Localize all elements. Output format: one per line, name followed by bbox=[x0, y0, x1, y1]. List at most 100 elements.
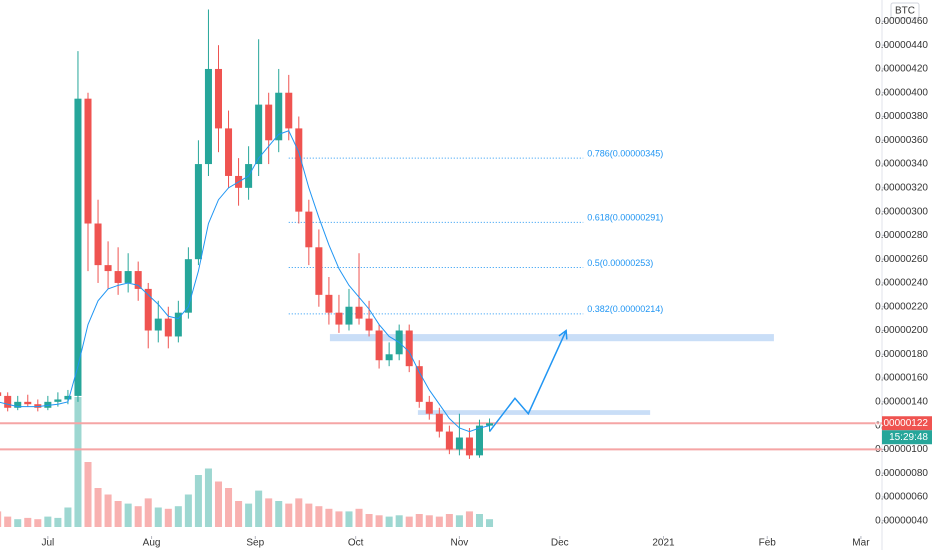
volume-bar bbox=[375, 515, 383, 527]
fib-label: 0.382(0.00000214) bbox=[587, 304, 663, 314]
candle-body bbox=[54, 399, 62, 402]
candle-body bbox=[64, 395, 72, 400]
y-tick-label: 0.00000140 bbox=[875, 396, 928, 407]
y-tick-label: 0.00000460 bbox=[875, 16, 928, 27]
candle-body bbox=[74, 98, 82, 396]
volume-bar bbox=[194, 475, 202, 527]
volume-bar bbox=[84, 462, 92, 527]
candle-body bbox=[295, 128, 303, 212]
currency-label: BTC bbox=[895, 6, 915, 17]
volume-bar bbox=[305, 503, 313, 527]
volume-bar bbox=[325, 508, 333, 527]
candle-body bbox=[0, 392, 2, 396]
y-tick-label: 0.00000380 bbox=[875, 111, 928, 122]
volume-bar bbox=[4, 516, 12, 527]
volume-bar bbox=[104, 494, 112, 527]
x-tick-label: Oct bbox=[348, 538, 364, 549]
candle-body bbox=[94, 223, 102, 266]
y-tick-label: 0.00000360 bbox=[875, 135, 928, 146]
candle-body bbox=[14, 401, 22, 408]
candle-body bbox=[465, 437, 473, 456]
volume-bar bbox=[44, 516, 52, 527]
moving-average bbox=[0, 130, 490, 433]
y-tick-label: 0.00000300 bbox=[875, 206, 928, 217]
projection-path bbox=[488, 330, 567, 433]
volume-bar bbox=[255, 490, 263, 527]
volume-bar bbox=[465, 511, 473, 527]
candle-body bbox=[415, 366, 423, 402]
candle-body bbox=[285, 92, 293, 129]
candle-body bbox=[365, 318, 373, 331]
volume-bar bbox=[395, 515, 403, 527]
candle-body bbox=[214, 68, 223, 129]
x-tick-label: Feb bbox=[759, 538, 777, 549]
candle-body bbox=[124, 271, 132, 283]
countdown-label: 15:29:48 bbox=[889, 432, 928, 443]
candle-body bbox=[435, 413, 443, 432]
volume-bar bbox=[154, 507, 162, 527]
last-price-label: 0.00000122 bbox=[875, 418, 928, 429]
y-tick-label: 0.00000220 bbox=[875, 301, 928, 312]
y-tick-label: 0.00000200 bbox=[875, 325, 928, 336]
volume-bar bbox=[425, 515, 433, 527]
volume-bar bbox=[265, 498, 273, 527]
y-tick-label: 0.00000040 bbox=[875, 515, 928, 526]
volume-bar bbox=[0, 511, 2, 527]
candle-body bbox=[325, 294, 333, 313]
x-tick-label: Mar bbox=[852, 538, 870, 549]
volume-bar bbox=[184, 494, 192, 527]
candle-body bbox=[44, 401, 52, 408]
volume-bar bbox=[486, 519, 494, 527]
candle-body bbox=[425, 401, 433, 414]
candle-body bbox=[305, 211, 313, 248]
x-tick-label: Nov bbox=[451, 538, 469, 549]
volume-bar bbox=[54, 517, 62, 527]
candle-body bbox=[144, 288, 152, 331]
candle-body bbox=[315, 247, 323, 295]
volume-bar bbox=[385, 516, 393, 527]
candle-body bbox=[34, 404, 42, 408]
volume-bar bbox=[405, 516, 413, 527]
volume-bar bbox=[164, 508, 172, 527]
y-tick-label: 0.00000180 bbox=[875, 349, 928, 360]
y-tick-label: 0.00000060 bbox=[875, 492, 928, 503]
fib-label: 0.786(0.00000345) bbox=[587, 148, 663, 158]
candle-body bbox=[174, 312, 182, 337]
candle-body bbox=[385, 354, 393, 361]
volume-bar bbox=[144, 498, 152, 527]
volume-bar bbox=[235, 501, 243, 527]
volume-bar bbox=[34, 519, 42, 527]
volume-bar bbox=[435, 516, 443, 527]
fib-label: 0.5(0.00000253) bbox=[587, 258, 653, 268]
y-tick-label: 0.00000420 bbox=[875, 64, 928, 75]
zone bbox=[417, 410, 651, 415]
volume-bar bbox=[225, 488, 233, 527]
volume-bar bbox=[285, 503, 293, 527]
candle-body bbox=[194, 164, 202, 260]
volume-bar bbox=[345, 511, 353, 527]
y-tick-label: 0.00000340 bbox=[875, 159, 928, 170]
volume-bar bbox=[114, 501, 122, 527]
volume-bar bbox=[415, 514, 423, 527]
volume-bar bbox=[214, 481, 223, 527]
y-tick-label: 0.00000100 bbox=[875, 444, 928, 455]
volume-bar bbox=[365, 514, 373, 527]
volume-bar bbox=[245, 503, 253, 527]
candle-body bbox=[475, 425, 483, 456]
candle-body bbox=[164, 318, 172, 337]
fib-label: 0.618(0.00000291) bbox=[587, 213, 663, 223]
y-tick-label: 0.00000160 bbox=[875, 373, 928, 384]
volume-bar bbox=[14, 519, 22, 527]
x-tick-label: Dec bbox=[551, 538, 569, 549]
y-tick-label: 0.00000400 bbox=[875, 87, 928, 98]
x-tick-label: Jul bbox=[41, 538, 54, 549]
volume-bar bbox=[134, 506, 142, 527]
volume-bar bbox=[124, 503, 132, 527]
volume-bar bbox=[335, 511, 343, 527]
candle-body bbox=[455, 437, 463, 450]
candle-body bbox=[275, 92, 283, 141]
y-tick-label: 0.00000280 bbox=[875, 230, 928, 241]
candle-body bbox=[445, 431, 453, 450]
projection-arrowhead bbox=[558, 329, 568, 340]
volume-bar bbox=[64, 507, 72, 527]
